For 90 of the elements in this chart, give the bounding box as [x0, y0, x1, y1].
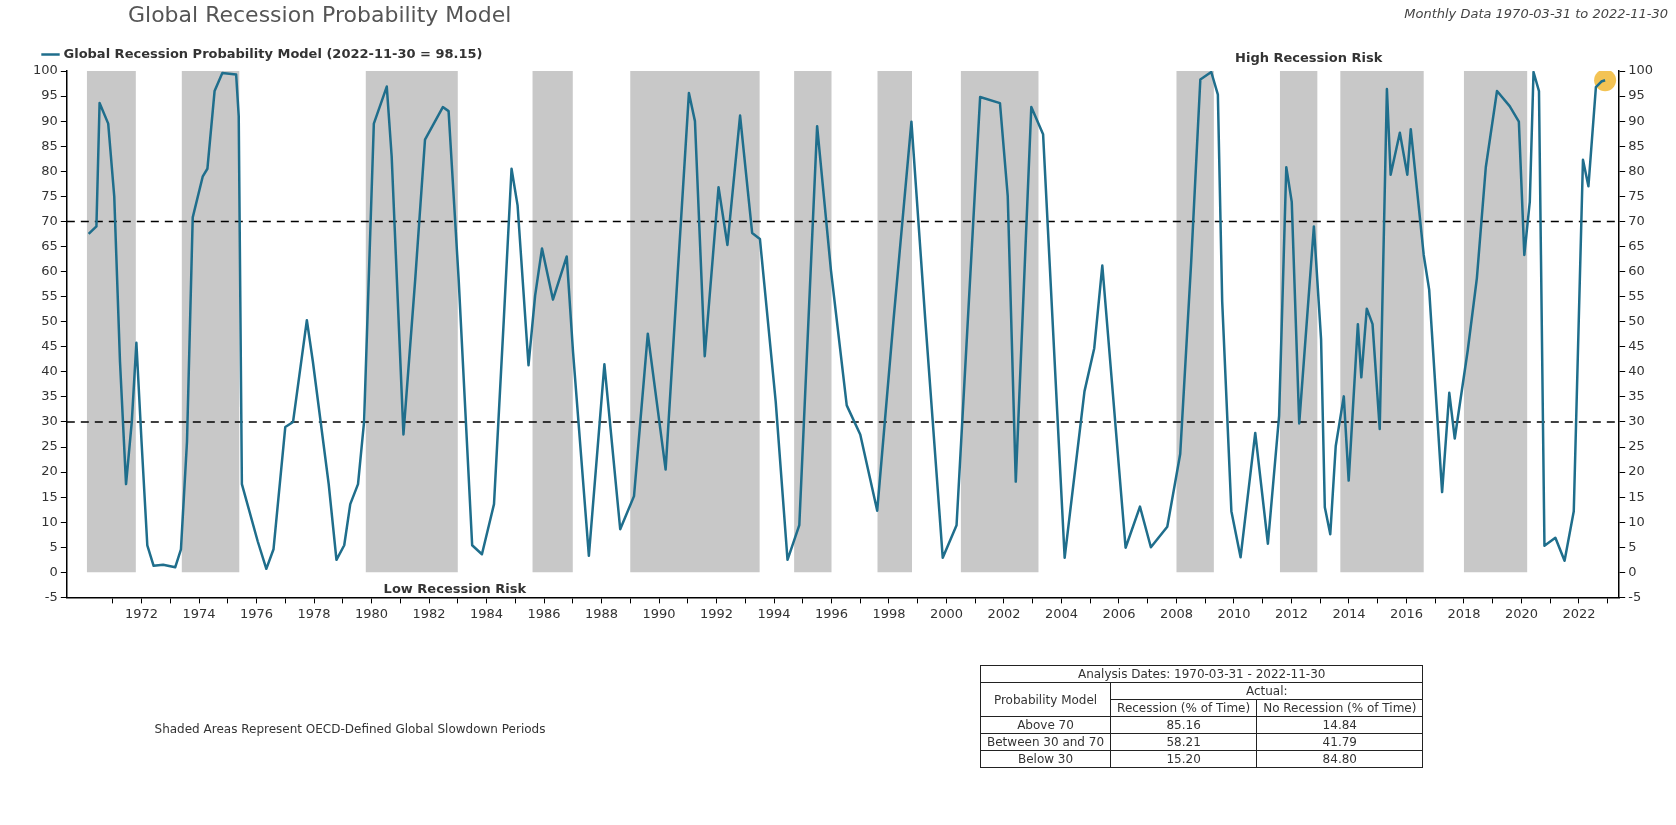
text: High Recession Risk [1235, 49, 1383, 65]
legend-label: Global Recession Probability Model (2022-11-30 = 98.15) [63, 45, 483, 61]
y2-tick-label: 65 [1628, 237, 1645, 253]
y-tick-label: 85 [41, 137, 58, 153]
y2-tick-label: 55 [1628, 287, 1645, 303]
text: Between 30 and 70 [980, 733, 1111, 751]
text: Shaded Areas Represent OECD-Defined Global Slowdown Periods [153, 722, 547, 736]
x-tick-label: 1998 [872, 605, 906, 621]
y2-tick-label: 30 [1628, 413, 1645, 429]
y-tick-label: 75 [41, 187, 58, 203]
y2-tick-label: 25 [1628, 438, 1645, 454]
text: 15.20 [1110, 750, 1257, 768]
text: Actual: [1110, 682, 1423, 700]
x-tick-label: 2000 [929, 605, 964, 621]
y2-tick-label: 40 [1628, 363, 1645, 379]
x-tick-label: 1982 [412, 605, 446, 621]
y2-tick-label: 85 [1628, 137, 1645, 153]
y-tick-label: 70 [41, 212, 58, 228]
chart-subtitle: Monthly Data 1970-03-31 to 2022-11-30 [1404, 6, 1668, 21]
x-tick-label: 1986 [527, 605, 561, 621]
y2-tick-label: 50 [1628, 313, 1645, 329]
y-tick-label: 60 [41, 262, 58, 278]
text: Probability Model [980, 682, 1111, 717]
annotation: Low Recession Risk [383, 581, 527, 597]
y-tick-label: 55 [41, 287, 58, 303]
y2-tick-label: 20 [1628, 463, 1645, 479]
y-tick-label: 0 [49, 563, 58, 579]
text: 41.79 [1256, 733, 1423, 751]
y-tick-label: -5 [44, 588, 58, 604]
y-tick-label: 65 [41, 237, 58, 253]
x-tick-label: 2020 [1504, 605, 1538, 621]
y2-tick-label: 90 [1628, 112, 1645, 128]
x-tick-label: 1978 [297, 605, 331, 621]
y-tick-label: 90 [41, 112, 58, 128]
x-tick-label: 1974 [182, 605, 216, 621]
x-tick-label: 2022 [1562, 605, 1596, 621]
text: 58.21 [1110, 733, 1257, 751]
x-tick-label: 2012 [1274, 605, 1309, 621]
x-tick-label: 1994 [757, 605, 791, 621]
y2-tick-label: 95 [1628, 87, 1645, 103]
x-tick-label: 1996 [814, 605, 849, 621]
y-tick-label: 45 [41, 338, 58, 354]
y2-tick-label: 35 [1628, 388, 1645, 404]
y-tick-label: 50 [41, 313, 58, 329]
text: 84.80 [1256, 750, 1423, 768]
x-tick-label: 2016 [1389, 605, 1423, 621]
x-tick-label: 2004 [1044, 605, 1079, 621]
y-tick-label: 40 [41, 363, 58, 379]
x-tick-label: 1992 [699, 605, 734, 621]
x-tick-label: 2018 [1447, 605, 1481, 621]
y2-tick-label: 5 [1628, 538, 1637, 554]
y2-tick-label: 10 [1628, 513, 1645, 529]
x-tick-label: 2008 [1159, 605, 1194, 621]
text: Recession (% of Time) [1110, 699, 1257, 717]
y2-tick-label: 100 [1628, 62, 1654, 78]
text: No Recession (% of Time) [1256, 699, 1423, 717]
y-tick-label: 80 [41, 162, 58, 178]
y2-tick-label: -5 [1628, 588, 1642, 604]
y-tick-label: 30 [41, 413, 58, 429]
text: Analysis Dates: 1970-03-31 - 2022-11-30 [980, 665, 1423, 683]
x-tick-label: 1980 [354, 605, 389, 621]
text: Below 30 [980, 750, 1111, 768]
y2-tick-label: 45 [1628, 338, 1645, 354]
y2-tick-label: 80 [1628, 162, 1645, 178]
y-tick-label: 15 [41, 488, 58, 504]
x-tick-label: 2010 [1217, 605, 1251, 621]
y2-tick-label: 15 [1628, 488, 1645, 504]
y2-tick-label: 70 [1628, 212, 1645, 228]
y-tick-label: 95 [41, 87, 58, 103]
text: 14.84 [1256, 716, 1423, 734]
x-tick-label: 2014 [1332, 605, 1366, 621]
y-tick-label: 5 [49, 538, 58, 554]
x-tick-label: 1990 [642, 605, 676, 621]
x-tick-label: 2006 [1102, 605, 1136, 621]
x-tick-label: 1988 [584, 605, 619, 621]
y-tick-label: 35 [41, 388, 58, 404]
x-tick-label: 2002 [987, 605, 1021, 621]
y-tick-label: 25 [41, 438, 58, 454]
x-tick-label: 1984 [469, 605, 504, 621]
y-tick-label: 20 [41, 463, 58, 479]
y-tick-label: 10 [41, 513, 58, 529]
text: Above 70 [980, 716, 1111, 734]
y-tick-label: 100 [32, 62, 58, 78]
y2-tick-label: 75 [1628, 187, 1645, 203]
y2-tick-label: 0 [1628, 563, 1637, 579]
x-tick-label: 1972 [125, 605, 159, 621]
x-tick-label: 1976 [240, 605, 274, 621]
text: 85.16 [1110, 716, 1257, 734]
chart-title: Global Recession Probability Model [128, 2, 512, 27]
y2-tick-label: 60 [1628, 262, 1645, 278]
